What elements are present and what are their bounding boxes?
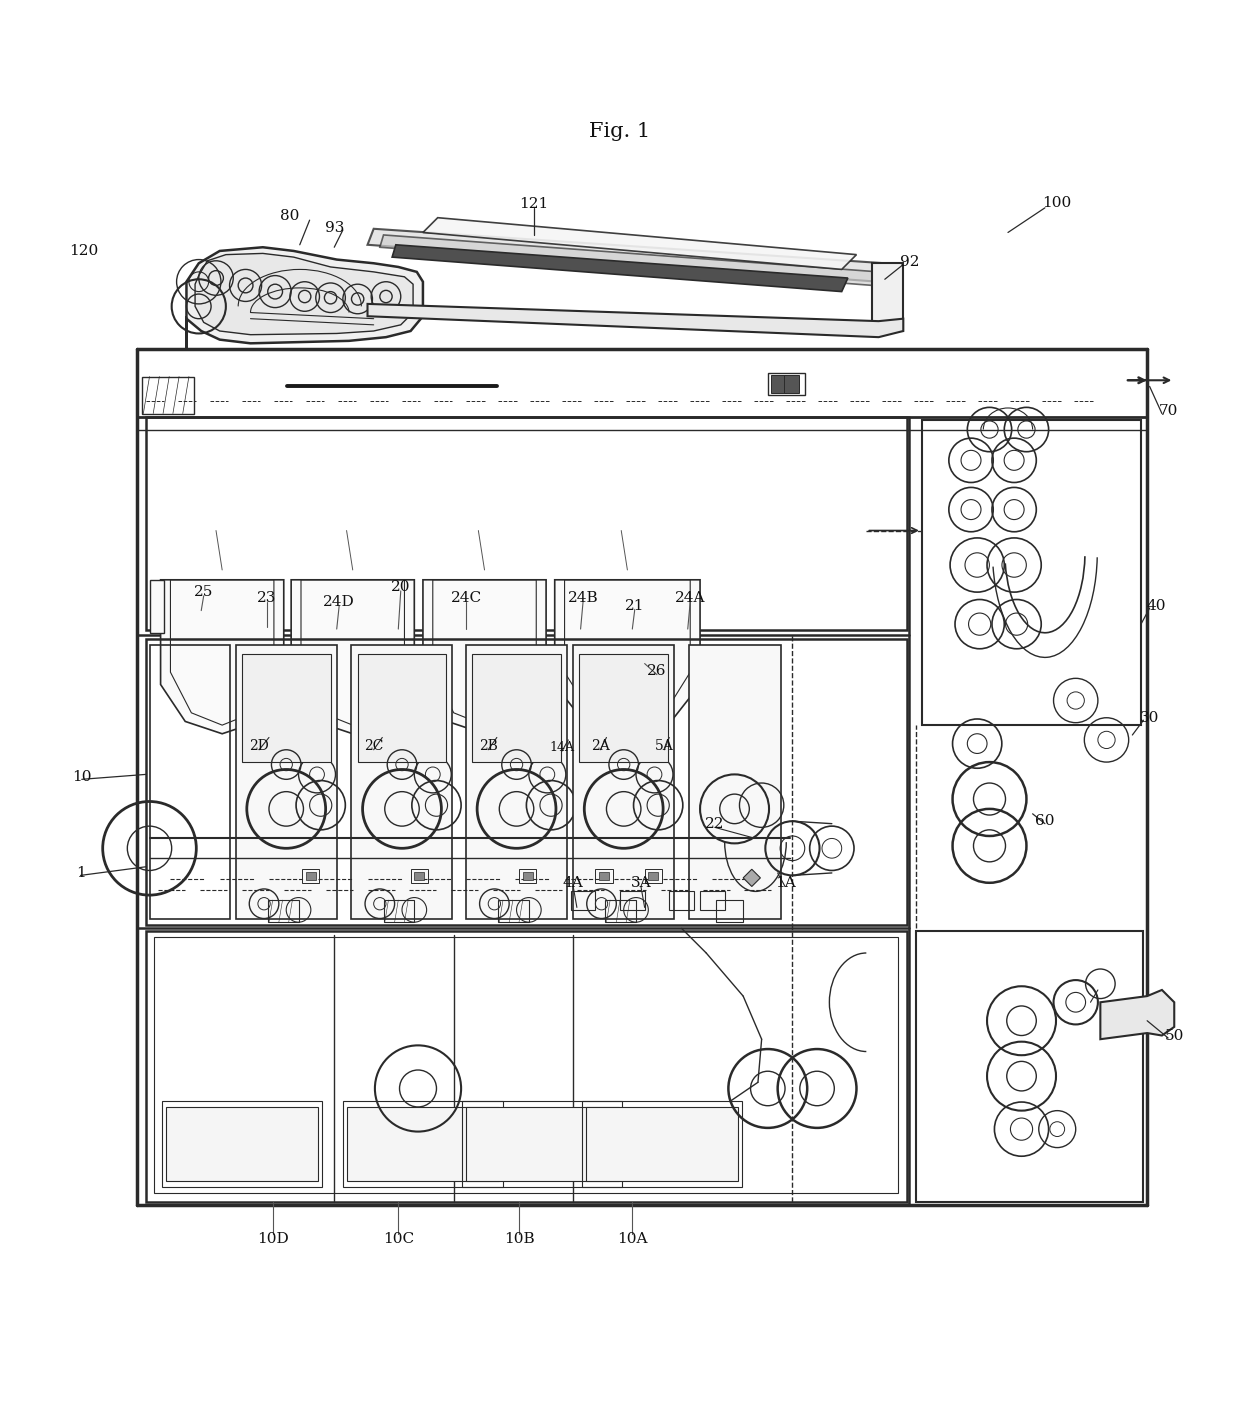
Text: 24A: 24A [675,591,706,605]
Polygon shape [392,245,848,291]
Text: 1A: 1A [775,876,795,890]
Polygon shape [195,254,413,335]
Bar [523,871,532,880]
Bar [670,891,694,909]
Bar [605,899,636,922]
Bar [582,1101,742,1187]
Bar [701,891,724,909]
Text: 10C: 10C [383,1231,414,1245]
Text: 10D: 10D [257,1231,289,1245]
Text: 26: 26 [647,664,667,678]
Polygon shape [367,304,903,338]
Text: 10: 10 [72,771,92,785]
Text: 2B: 2B [479,740,497,754]
Bar [599,871,609,880]
Bar [242,654,331,762]
Polygon shape [379,235,879,286]
Text: 2A: 2A [591,740,610,754]
Bar [165,1107,319,1181]
Polygon shape [423,580,546,734]
Text: 70: 70 [1158,403,1178,417]
Polygon shape [161,580,284,734]
Text: 23: 23 [257,591,277,605]
Bar [715,899,743,922]
Text: 14A: 14A [549,741,574,754]
Bar [146,639,906,925]
Bar [306,871,316,880]
Bar [410,869,428,883]
Bar [921,420,1141,726]
Text: 92: 92 [900,255,919,269]
Bar [472,654,560,762]
Text: 30: 30 [1140,710,1159,724]
Text: 3A: 3A [631,876,651,890]
Bar [146,930,906,1202]
Bar [351,644,453,919]
Polygon shape [367,228,885,282]
Text: 121: 121 [520,198,548,212]
Bar [414,871,424,880]
Bar [520,869,536,883]
Polygon shape [1100,991,1174,1040]
Bar [585,1107,738,1181]
Bar [498,899,528,922]
Text: Fig. 1: Fig. 1 [589,122,651,142]
Text: 24B: 24B [568,591,599,605]
Text: 10A: 10A [618,1231,647,1245]
Text: 4A: 4A [563,876,584,890]
Text: 5A: 5A [655,740,673,754]
Bar [268,899,299,922]
Text: 22: 22 [706,817,724,831]
Bar [383,899,414,922]
Text: 2C: 2C [365,740,383,754]
Text: 10B: 10B [503,1231,534,1245]
Text: 100: 100 [1043,196,1071,210]
Bar [573,644,675,919]
Bar [689,644,781,919]
Bar [620,891,645,909]
Polygon shape [291,580,414,734]
Bar [146,417,906,630]
Polygon shape [186,247,423,349]
Text: 24C: 24C [450,591,481,605]
Bar [343,1101,503,1187]
Bar [768,373,805,395]
Bar [645,869,662,883]
Bar [303,869,320,883]
Text: 40: 40 [1146,598,1166,612]
Text: 25: 25 [193,586,213,600]
Bar [595,869,613,883]
Bar [579,654,668,762]
Bar [915,930,1143,1202]
Text: 120: 120 [69,244,99,258]
Bar [463,1101,622,1187]
Polygon shape [150,580,164,633]
Text: 93: 93 [325,220,343,234]
Bar [155,937,898,1194]
Bar [771,375,786,392]
Bar [466,644,567,919]
Bar [570,891,595,909]
Polygon shape [554,580,701,734]
Polygon shape [423,217,857,269]
Text: 80: 80 [280,210,300,223]
Bar [466,1107,619,1181]
Text: 60: 60 [1035,814,1055,828]
Polygon shape [743,869,760,887]
Bar [873,263,903,331]
Bar [346,1107,500,1181]
Text: 1: 1 [76,866,86,880]
Text: 21: 21 [625,598,645,612]
Text: 50: 50 [1164,1028,1184,1042]
Text: 20: 20 [391,580,410,594]
Bar [236,644,337,919]
Bar [649,871,658,880]
Bar [357,654,446,762]
Bar [784,375,799,392]
Bar [161,1101,322,1187]
Bar [143,377,193,413]
Text: 24D: 24D [324,595,355,609]
Bar [150,644,229,919]
Text: 2D: 2D [249,740,269,754]
